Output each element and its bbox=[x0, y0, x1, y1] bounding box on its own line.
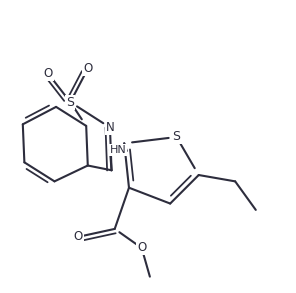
Text: O: O bbox=[83, 62, 92, 75]
Text: S: S bbox=[173, 130, 181, 144]
Text: O: O bbox=[44, 67, 53, 80]
Text: N: N bbox=[106, 121, 114, 134]
Text: S: S bbox=[66, 96, 74, 109]
Text: HN: HN bbox=[110, 145, 126, 155]
Text: O: O bbox=[74, 230, 83, 243]
Text: O: O bbox=[137, 241, 146, 254]
